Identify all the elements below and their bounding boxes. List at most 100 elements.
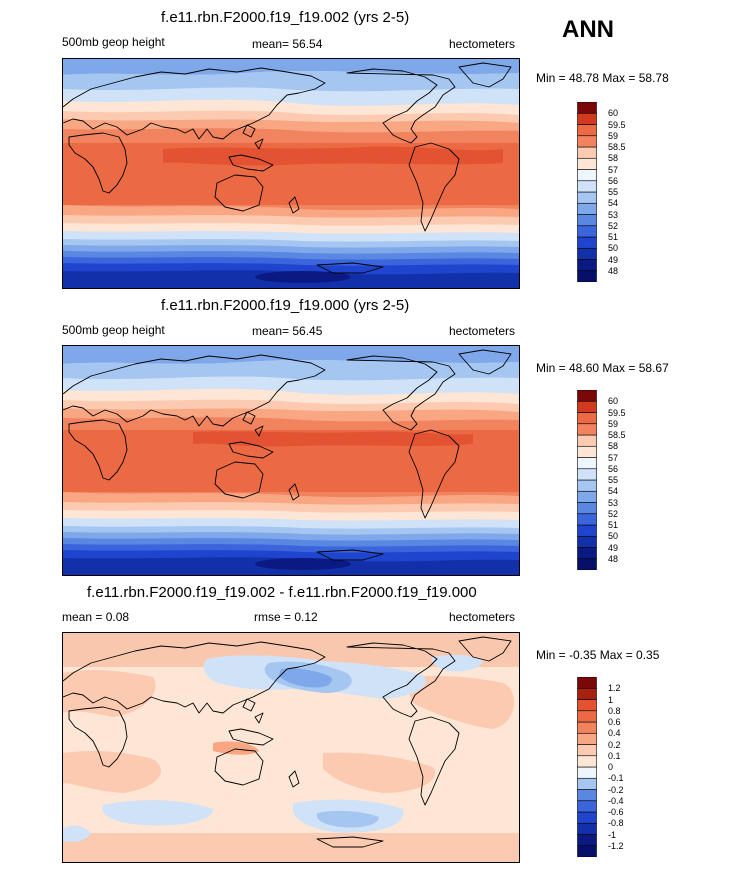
panel2-colorbar-tick-label: 56 xyxy=(608,463,619,474)
panel3-colorbar-tick-label: -0.6 xyxy=(608,807,624,817)
panel2-colorbar-tick-label: 55 xyxy=(608,475,619,485)
panel1-colorbar-tick-label: 58 xyxy=(608,153,619,164)
panel1-colorbar-swatch xyxy=(577,169,597,182)
panel1-colorbar-tick-label: 54 xyxy=(608,198,619,209)
panel3-colorbar-tick-label: 0.2 xyxy=(608,739,621,750)
panel2-units-label: hectometers xyxy=(449,324,516,338)
panel2-colorbar-swatch xyxy=(577,423,597,436)
panel2-colorbar-swatch xyxy=(577,434,597,447)
panel3-title: f.e11.rbn.F2000.f19_f19.002 - f.e11.rbn.… xyxy=(87,584,477,601)
panel1-units-label: hectometers xyxy=(449,37,516,51)
panel2-colorbar xyxy=(577,390,597,570)
season-label: ANN xyxy=(562,16,614,43)
panel2-colorbar-tick-label: 49 xyxy=(608,542,619,553)
panel1-variable-label: 500mb geop height xyxy=(62,35,165,49)
panel2-colorbar-swatch xyxy=(577,457,597,470)
panel2-colorbar-swatch xyxy=(577,468,597,481)
panel1-colorbar-tick-label: 57 xyxy=(608,164,619,175)
panel3-colorbar-tick-label: -0.1 xyxy=(608,773,624,784)
panel1-colorbar xyxy=(577,102,597,282)
panel1-colorbar-tick-label: 56 xyxy=(608,175,619,186)
panel1-colorbar-swatch xyxy=(577,214,597,227)
panel1-colorbar-tick-label: 51 xyxy=(608,232,619,242)
panel3-colorbar-swatch xyxy=(577,834,597,847)
panel2-colorbar-tick-label: 59 xyxy=(608,418,619,429)
panel3-colorbar-swatch xyxy=(577,677,597,689)
panel2-colorbar-swatch xyxy=(577,502,597,515)
panel3-colorbar-tick-label: -0.8 xyxy=(608,818,624,829)
panel3-colorbar-swatch xyxy=(577,732,597,745)
panel2-field xyxy=(63,346,519,575)
panel1-colorbar-tick-label: 53 xyxy=(608,209,619,220)
panel1-colorbar-tick-label: 60 xyxy=(608,108,619,119)
panel3-colorbar-swatch xyxy=(577,789,597,802)
panel1-colorbar-tick-label: 59 xyxy=(608,130,619,141)
panel3-colorbar-swatch xyxy=(577,811,597,824)
panel3-coastlines xyxy=(63,636,512,848)
panel2-colorbar-tick-label: 50 xyxy=(608,531,619,542)
panel1-field xyxy=(63,59,519,288)
panel1-colorbar-swatch xyxy=(577,202,597,215)
panel3-colorbar-tick-label: 0.1 xyxy=(608,750,621,761)
panel1-colorbar-swatch xyxy=(577,102,597,114)
panel1-colorbar-swatch xyxy=(577,146,597,159)
panel1-minmax-label: Min = 48.78 Max = 58.78 xyxy=(536,71,669,85)
panel1-colorbar-swatch xyxy=(577,191,597,204)
panel2-colorbar-tick-label: 60 xyxy=(608,396,619,407)
panel1-colorbar-swatch xyxy=(577,157,597,170)
panel2-colorbar-tick-label: 59.5 xyxy=(608,407,626,418)
panel3-colorbar-swatch xyxy=(577,744,597,757)
panel3-colorbar-tick-label: -0.2 xyxy=(608,784,624,795)
panel2-variable-label: 500mb geop height xyxy=(62,323,165,337)
panel1-colorbar-tick-label: 55 xyxy=(608,187,619,197)
panel1-colorbar-tick-label: 59.5 xyxy=(608,119,626,130)
panel3-colorbar-swatch xyxy=(577,800,597,813)
panel2-colorbar-swatch xyxy=(577,547,597,560)
panel1-colorbar-tick-label: 58.5 xyxy=(608,142,626,152)
panel1-colorbar-tick-label: 49 xyxy=(608,254,619,265)
panel2-colorbar-swatch xyxy=(577,445,597,458)
panel1-colorbar-tick-label: 48 xyxy=(608,265,619,276)
panel3-colorbar-tick-label: -1.2 xyxy=(608,840,624,851)
panel2-mean-label: mean= 56.45 xyxy=(252,324,323,338)
panel3-colorbar-tick-label: 1 xyxy=(608,694,614,705)
panel2-colorbar-swatch xyxy=(577,524,597,537)
panel2-colorbar-tick-label: 54 xyxy=(608,486,619,497)
panel2-colorbar-tick-label: 58.5 xyxy=(608,430,626,440)
panel2-colorbar-tick-label: 51 xyxy=(608,520,619,530)
panel2-colorbar-swatch xyxy=(577,490,597,503)
panel3-colorbar-swatch xyxy=(577,845,597,857)
panel1-colorbar-swatch xyxy=(577,270,597,282)
panel3-units-label: hectometers xyxy=(449,610,516,624)
panel3-colorbar-swatch xyxy=(577,766,597,779)
panel3-colorbar-swatch xyxy=(577,710,597,723)
panel2-colorbar-tick-label: 58 xyxy=(608,441,619,452)
panel2-colorbar-swatch xyxy=(577,535,597,548)
panel3-colorbar-tick-label: -1 xyxy=(608,829,617,840)
panel3-colorbar-swatch xyxy=(577,777,597,790)
panel2-map xyxy=(62,345,520,576)
panel3-colorbar xyxy=(577,677,597,857)
panel3-colorbar-swatch xyxy=(577,755,597,768)
panel2-colorbar-tick-label: 48 xyxy=(608,553,619,564)
panel2-colorbar-swatch xyxy=(577,400,597,413)
panel2-coastlines xyxy=(63,349,512,561)
panel3-colorbar-swatch xyxy=(577,687,597,700)
panel1-colorbar-swatch xyxy=(577,180,597,193)
panel1-title: f.e11.rbn.F2000.f19_f19.002 (yrs 2-5) xyxy=(161,9,410,26)
panel3-colorbar-swatch xyxy=(577,721,597,734)
panel2-colorbar-swatch xyxy=(577,558,597,570)
panel1-colorbar-swatch xyxy=(577,112,597,125)
panel2-colorbar-swatch xyxy=(577,513,597,526)
panel2-colorbar-swatch xyxy=(577,479,597,492)
panel2-colorbar-swatch xyxy=(577,390,597,402)
panel3-field xyxy=(63,633,519,862)
panel2-minmax-label: Min = 48.60 Max = 58.67 xyxy=(536,361,669,375)
panel2-colorbar-tick-label: 57 xyxy=(608,452,619,463)
panel3-colorbar-tick-label: 0 xyxy=(608,762,614,772)
panel1-colorbar-swatch xyxy=(577,247,597,260)
panel3-mean-label: mean = 0.08 xyxy=(62,610,130,624)
panel3-colorbar-tick-label: 0.8 xyxy=(608,705,621,716)
panel1-colorbar-swatch xyxy=(577,124,597,137)
panel1-colorbar-swatch xyxy=(577,225,597,238)
